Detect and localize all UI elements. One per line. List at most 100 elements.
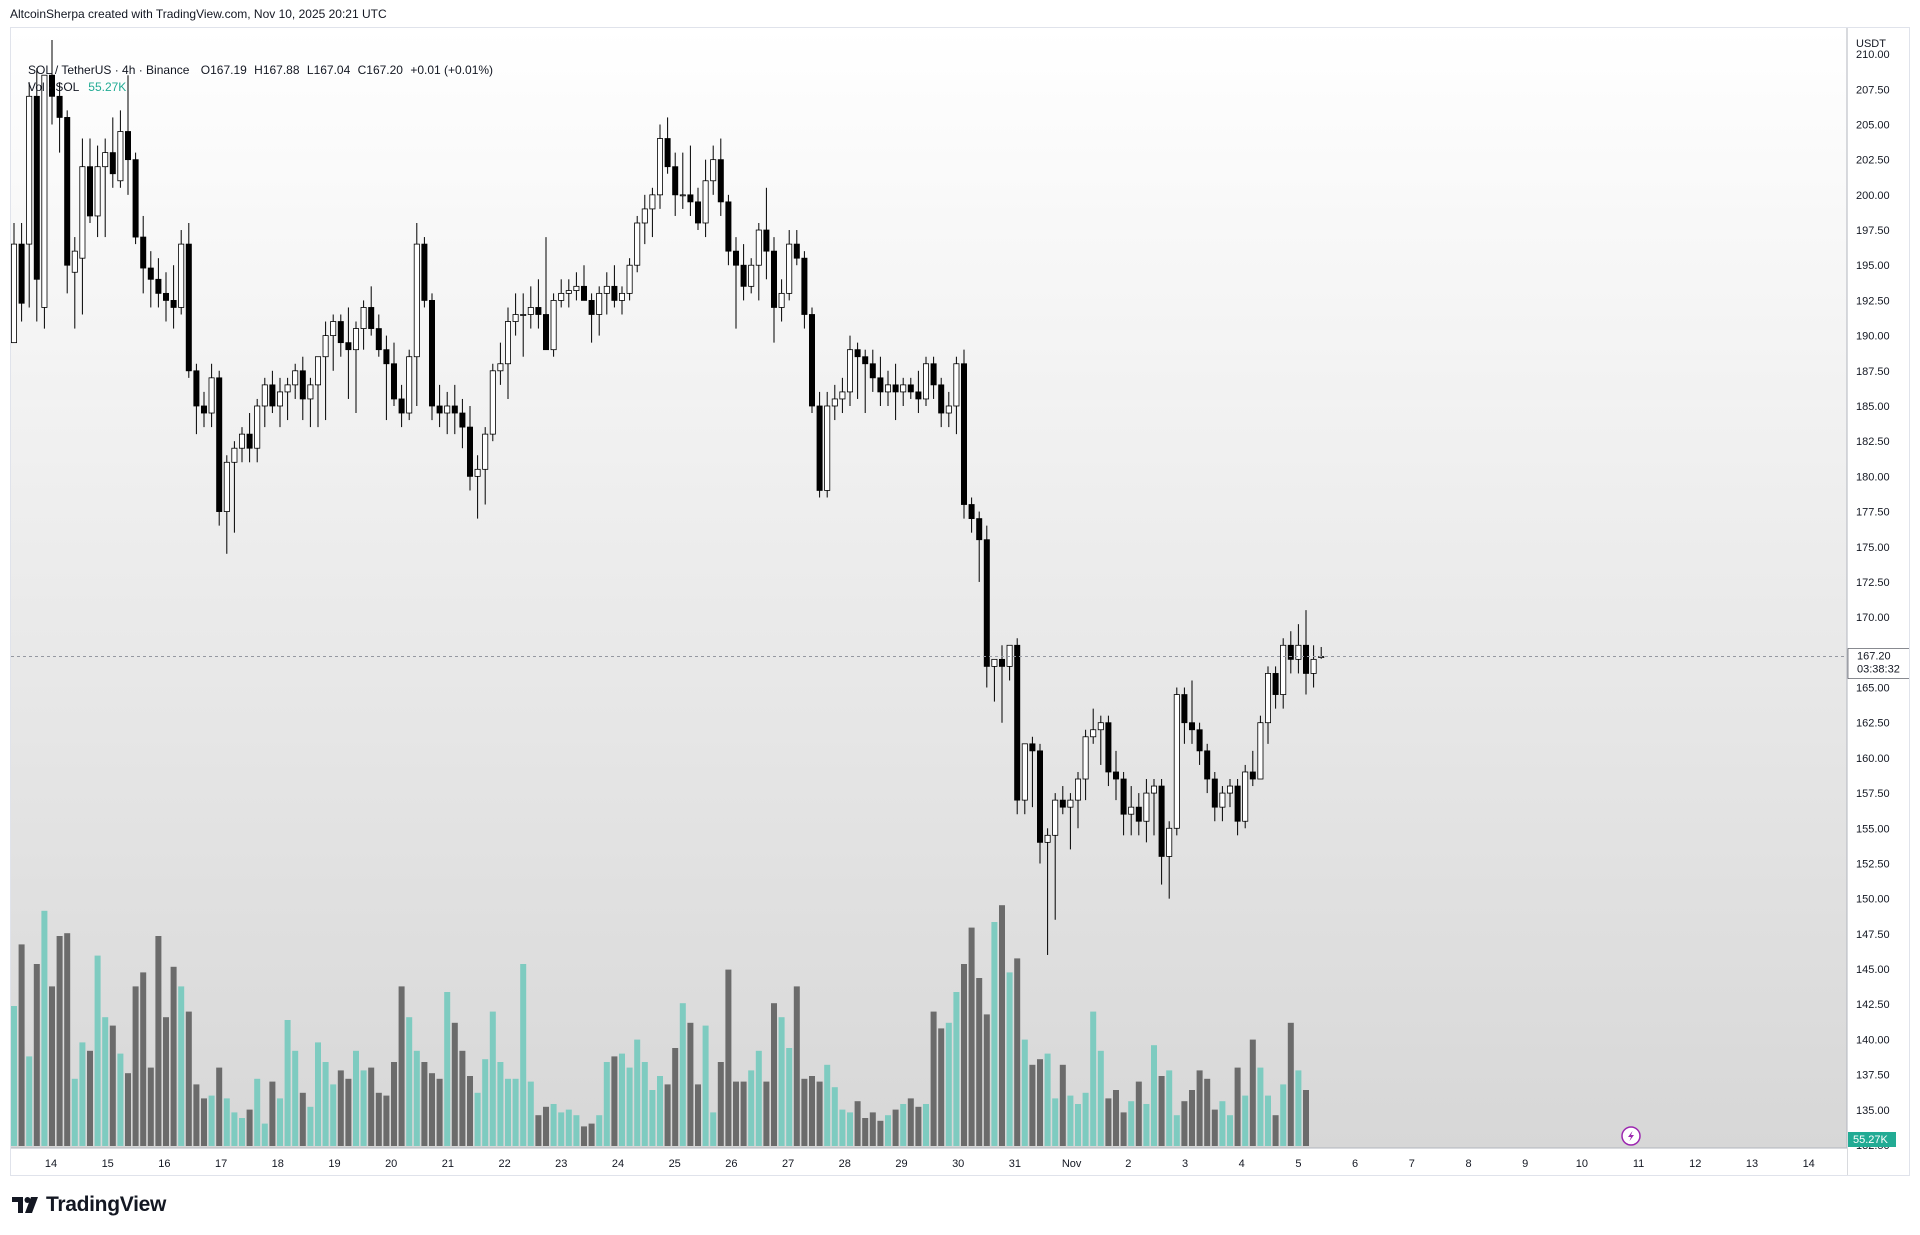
volume-bar xyxy=(771,1003,777,1146)
candle xyxy=(109,117,116,188)
candle xyxy=(1280,638,1287,709)
volume-bar xyxy=(125,1073,131,1146)
candle xyxy=(1265,666,1272,744)
chart-caption: AltcoinSherpa created with TradingView.c… xyxy=(10,7,387,21)
candle xyxy=(1097,715,1104,765)
volume-bar xyxy=(1128,1101,1135,1146)
volume-bar xyxy=(907,1098,914,1146)
volume-bar xyxy=(512,1078,519,1146)
price-tick-label: 177.50 xyxy=(1856,507,1890,519)
candle xyxy=(162,272,169,322)
volume-indicator-label[interactable]: Vol · SOL xyxy=(28,80,79,94)
candle xyxy=(330,314,337,371)
volume-bar xyxy=(1052,1098,1059,1146)
volume-bar xyxy=(284,1020,291,1146)
candle xyxy=(596,286,603,336)
candle xyxy=(778,279,785,322)
price-tick-label: 135.00 xyxy=(1856,1105,1890,1117)
volume-bar xyxy=(983,1014,990,1146)
volume-bar xyxy=(1303,1090,1309,1146)
volume-bar xyxy=(337,1070,344,1146)
volume-bar xyxy=(915,1106,922,1146)
volume-bar xyxy=(839,1109,846,1146)
price-tick-label: 210.00 xyxy=(1856,49,1890,61)
candle xyxy=(1234,779,1241,836)
candle xyxy=(1135,793,1142,836)
candle xyxy=(603,272,610,315)
candle xyxy=(763,187,770,280)
candle xyxy=(269,370,276,414)
time-axis-background xyxy=(11,1148,1847,1175)
volume-bar xyxy=(1029,1064,1036,1146)
volume-bar xyxy=(1151,1045,1157,1146)
candle xyxy=(1006,644,1013,681)
candle xyxy=(1128,786,1135,836)
candle xyxy=(930,356,937,399)
candle xyxy=(535,279,542,329)
candle xyxy=(1105,715,1112,787)
candle xyxy=(1029,736,1036,808)
symbol-info[interactable]: SOL / TetherUS · 4h · Binance xyxy=(28,63,190,77)
last-price-badge xyxy=(1847,648,1909,679)
lightning-icon[interactable] xyxy=(1621,1126,1641,1146)
volume-bar xyxy=(94,955,101,1146)
volume-bar xyxy=(71,1078,78,1146)
last-price-marker: 167.20 03:38:32 xyxy=(11,648,1909,679)
candle xyxy=(520,293,527,357)
volume-bar xyxy=(505,1078,511,1146)
candle xyxy=(1143,779,1150,843)
candle xyxy=(816,391,823,498)
price-chart[interactable]: USDT 210.00 207.50 205.00 202.50 200.00 197.5… xyxy=(11,28,1910,1176)
candle xyxy=(771,237,778,343)
volume-bar xyxy=(140,972,147,1146)
candle xyxy=(1227,779,1234,808)
tradingview-logo-icon xyxy=(12,1197,40,1213)
candle xyxy=(1075,771,1082,829)
candle xyxy=(284,377,291,421)
volume-bar xyxy=(679,1003,686,1146)
time-tick-label: 8 xyxy=(1465,1158,1471,1170)
price-tick-label: 165.00 xyxy=(1856,683,1890,695)
time-tick-label: 9 xyxy=(1522,1158,1528,1170)
volume-bar xyxy=(740,1081,747,1146)
candle xyxy=(1067,793,1074,850)
candle xyxy=(71,237,78,329)
volume-bar xyxy=(330,1084,337,1146)
volume-bar xyxy=(239,1118,245,1146)
volume-bar xyxy=(885,1115,891,1146)
volume-bar xyxy=(657,1076,663,1146)
last-price-label: 167.20 xyxy=(1857,651,1891,663)
volume-bar xyxy=(102,1017,109,1146)
volume-bar xyxy=(702,1025,709,1146)
volume-bar xyxy=(26,1056,33,1146)
volume-bar xyxy=(543,1106,549,1146)
tradingview-brand[interactable]: TradingView xyxy=(12,1193,166,1217)
candle xyxy=(459,398,466,449)
candle xyxy=(208,363,215,428)
volume-bar xyxy=(1006,972,1013,1146)
volume-bar xyxy=(18,944,25,1146)
volume-bar xyxy=(201,1098,207,1146)
price-tick-label: 170.00 xyxy=(1856,612,1890,624)
volume-bar xyxy=(1067,1095,1074,1146)
candle xyxy=(140,215,147,294)
candle xyxy=(489,363,496,442)
volume-bar xyxy=(269,1081,276,1146)
volume-bar xyxy=(755,1050,762,1146)
price-tick-label: 140.00 xyxy=(1856,1034,1890,1046)
time-tick-label: 23 xyxy=(555,1158,567,1170)
candle xyxy=(466,405,473,491)
time-tick-label: 13 xyxy=(1746,1158,1758,1170)
volume-bar xyxy=(581,1126,587,1146)
candle xyxy=(1303,610,1310,695)
volume-bar xyxy=(1272,1115,1279,1146)
time-tick-label: 16 xyxy=(158,1158,170,1170)
chart-area[interactable]: USDT 210.00 207.50 205.00 202.50 200.00 197.5… xyxy=(10,27,1910,1176)
volume-bar xyxy=(786,1048,793,1146)
volume-bar xyxy=(292,1050,299,1146)
candle xyxy=(49,40,56,125)
volume-bar xyxy=(277,1098,283,1146)
volume-bar xyxy=(307,1106,314,1146)
volume-bar xyxy=(467,1076,473,1146)
time-tick-label: 19 xyxy=(328,1158,340,1170)
